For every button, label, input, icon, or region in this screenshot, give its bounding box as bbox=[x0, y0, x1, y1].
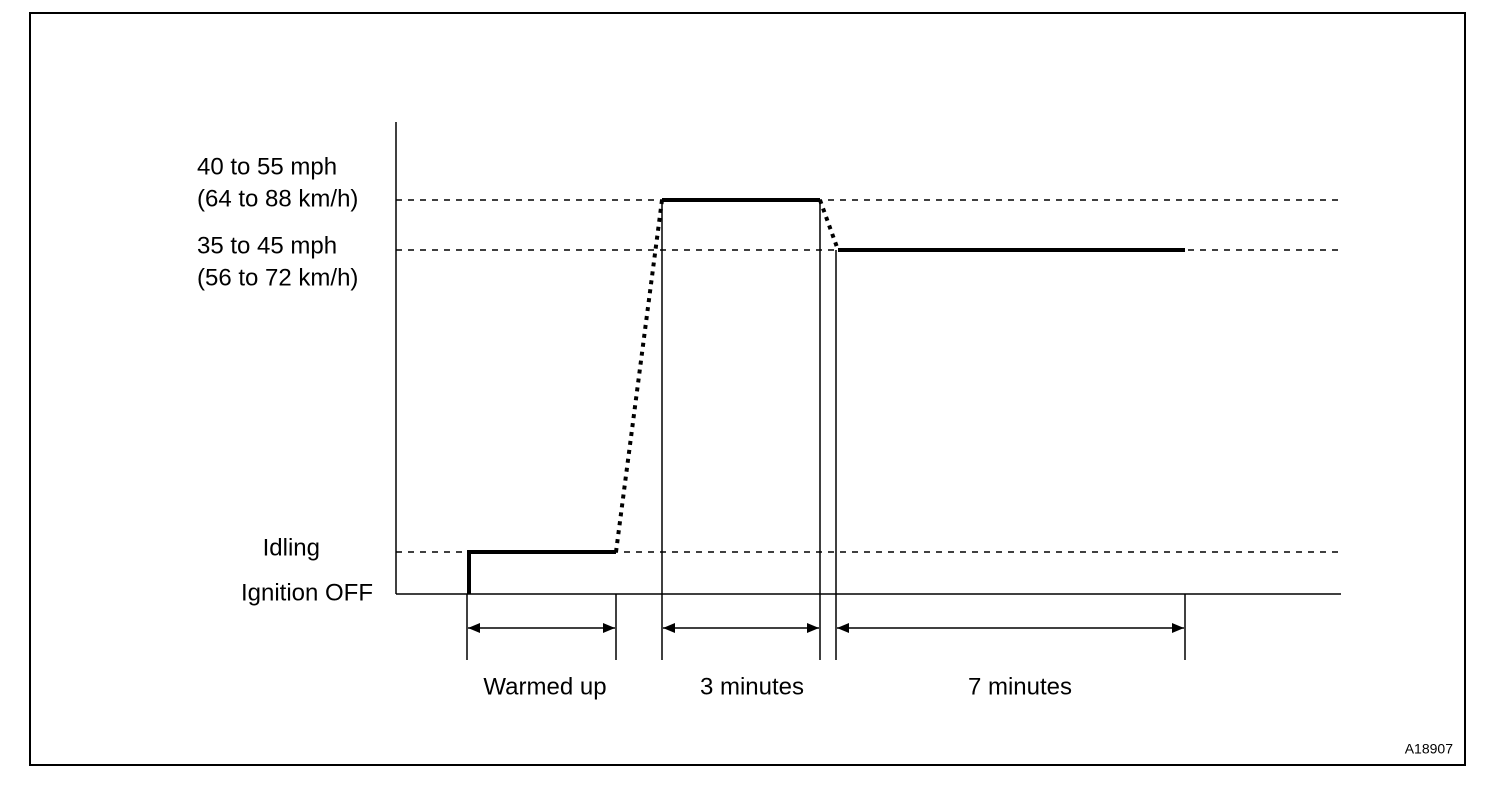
profile-idle bbox=[467, 550, 616, 594]
level-label: (64 to 88 km/h) bbox=[197, 185, 358, 212]
profile-decel bbox=[818, 199, 840, 251]
off-label: Ignition OFF bbox=[241, 579, 373, 606]
idle-label: Idling bbox=[263, 534, 320, 561]
level-label: 35 to 45 mph bbox=[197, 232, 337, 259]
frame bbox=[29, 12, 1466, 766]
profile-accel bbox=[614, 199, 664, 553]
phase-label: 3 minutes bbox=[700, 673, 804, 700]
phase-label: 7 minutes bbox=[968, 673, 1072, 700]
figure-id: A18907 bbox=[1405, 741, 1453, 757]
level-label: 40 to 55 mph bbox=[197, 153, 337, 180]
phase-label: Warmed up bbox=[483, 673, 606, 700]
level-label: (56 to 72 km/h) bbox=[197, 264, 358, 291]
